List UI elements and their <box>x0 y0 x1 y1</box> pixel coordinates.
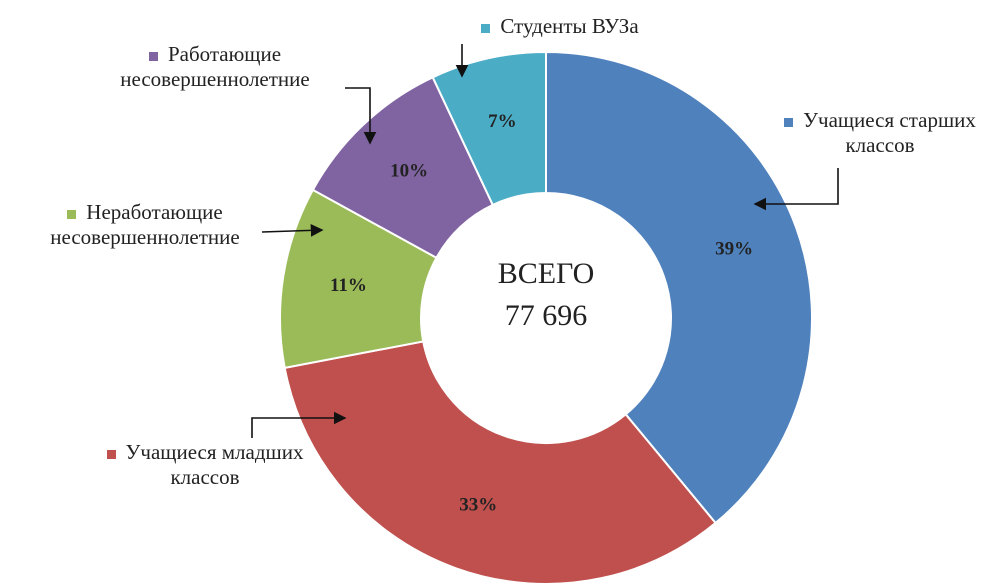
legend-item: Неработающие несовершеннолетние <box>0 200 290 250</box>
value-label: 33% <box>459 495 497 516</box>
legend-text: Работающие несовершеннолетние <box>120 42 310 91</box>
value-label: 11% <box>330 275 367 296</box>
legend-text: Неработающие несовершеннолетние <box>50 200 240 249</box>
legend-swatch <box>148 51 158 61</box>
legend-swatch <box>784 117 794 127</box>
legend-item: Работающие несовершеннолетние <box>70 42 360 92</box>
legend-text: Студенты ВУЗа <box>500 14 639 38</box>
center-title: ВСЕГО <box>498 257 595 290</box>
legend-swatch <box>481 23 491 33</box>
value-label: 7% <box>488 111 517 132</box>
slice <box>283 340 717 585</box>
legend-item: Учащиеся младших классов <box>90 440 320 490</box>
slice <box>545 50 813 525</box>
arrows <box>251 44 839 438</box>
legend-item: Учащиеся старших классов <box>760 108 991 158</box>
legend-text: Учащиеся младших классов <box>125 440 304 489</box>
legend-item: Студенты ВУЗа <box>440 14 680 39</box>
value-label: 10% <box>390 161 428 182</box>
legend-text: Учащиеся старших классов <box>803 108 976 157</box>
legend-swatch <box>67 209 77 219</box>
center-total: 77 696 <box>505 299 588 332</box>
legend-swatch <box>106 449 116 459</box>
value-label: 39% <box>715 239 753 260</box>
